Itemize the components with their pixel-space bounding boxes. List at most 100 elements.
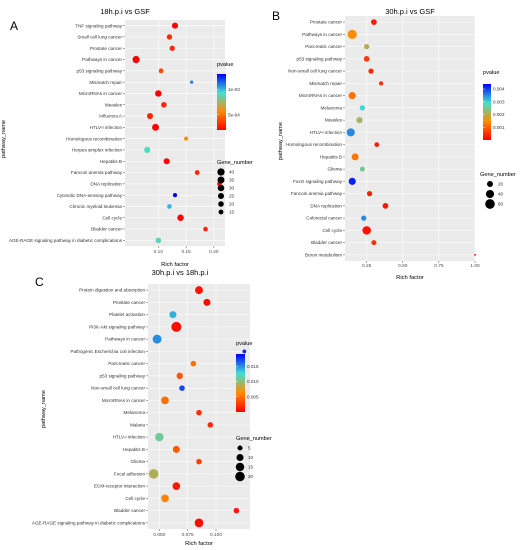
y-axis-label: pathway_name: [1, 120, 7, 158]
size-legend-label: 20: [248, 474, 254, 479]
x-tick-label: 0.10: [154, 249, 164, 255]
chart-title: 18h.p.i vs GSF: [100, 7, 150, 16]
y-tick-label: PI3K-Akt signaling pathway: [89, 324, 146, 329]
size-legend-dot: [485, 189, 495, 199]
data-point: [172, 482, 181, 490]
color-legend-label: 5e-04: [228, 112, 240, 117]
data-point: [351, 153, 359, 161]
y-tick-label: Hepatitis B: [123, 447, 145, 452]
color-legend-label: 0.004: [493, 87, 505, 92]
y-tick-label: Melanoma: [124, 410, 146, 415]
color-legend-label: 0.003: [493, 99, 505, 104]
y-axis-label: pathway_name: [41, 390, 47, 428]
data-point: [161, 494, 169, 503]
size-legend-title: Gene_number: [480, 172, 516, 178]
data-point: [155, 237, 162, 244]
size-legend-dot: [487, 181, 493, 187]
x-tick-label: 1.00: [470, 263, 480, 269]
y-tick-label: Non-small cell lung cancer: [91, 386, 145, 391]
data-point: [176, 372, 183, 380]
y-tick-label: Cell cycle: [125, 496, 145, 501]
y-tick-label: Prostate cancer: [310, 20, 343, 25]
y-tick-label: Protein digestion and absorption: [79, 288, 145, 293]
color-legend-title: pvalue: [236, 341, 252, 347]
size-legend-dot: [217, 176, 225, 184]
x-axis-label: Rich factor: [161, 262, 189, 268]
y-tick-label: AGE-RAGE signaling pathway in diabetic c…: [9, 238, 123, 243]
data-point: [363, 56, 370, 62]
size-legend-dot: [485, 199, 495, 209]
y-tick-label: Glioma: [130, 459, 145, 464]
data-point: [242, 349, 247, 354]
data-point: [348, 92, 356, 100]
y-tick-label: Cell cycle: [102, 215, 122, 220]
data-point: [347, 29, 357, 40]
chart-title: 30h.p.i vs 18h.p.i: [152, 268, 209, 277]
data-point: [207, 422, 214, 428]
y-tick-label: DNA replication: [310, 203, 342, 208]
y-tick-label: DNA replication: [90, 181, 122, 186]
chart-title: 30h.p.i vs GSF: [385, 7, 435, 16]
size-legend-title: Gene_number: [236, 436, 272, 442]
y-tick-label: MicroRNAs in cancer: [102, 398, 146, 403]
y-tick-label: Hepatitis B: [320, 154, 342, 159]
data-point: [364, 43, 370, 50]
size-legend-dot: [235, 471, 245, 482]
data-point: [163, 158, 170, 165]
data-point: [166, 34, 173, 40]
size-legend-dot: [237, 445, 243, 451]
y-tick-label: Homologous recombination: [66, 136, 122, 141]
data-point: [169, 45, 175, 51]
data-point: [169, 311, 177, 319]
y-tick-label: Glioma: [327, 167, 342, 172]
data-point: [172, 193, 178, 198]
y-tick-label: Measles: [105, 102, 123, 107]
y-tick-label: HTLV-I infection: [113, 435, 146, 440]
data-point: [148, 469, 159, 479]
size-legend-dot: [217, 184, 225, 192]
y-tick-label: Fanconi anemia pathway: [71, 170, 123, 175]
size-legend-label: 25: [229, 194, 235, 199]
y-axis-label: pathway_name: [278, 122, 284, 160]
size-legend-dot: [218, 201, 224, 207]
y-tick-label: Fanconi anemia pathway: [291, 191, 343, 196]
size-legend-dot: [236, 453, 244, 462]
x-tick-label: 0.50: [398, 263, 408, 269]
color-bar: [217, 74, 226, 130]
y-tick-label: AGE-RAGE signaling pathway in diabetic c…: [32, 520, 146, 525]
color-legend-label: 0.005: [247, 394, 259, 399]
y-tick-label: p53 signaling pathway: [77, 68, 123, 73]
y-tick-label: FoxO signaling pathway: [293, 179, 343, 184]
size-legend-label: 40: [229, 170, 235, 175]
y-tick-label: Platelet activation: [109, 312, 145, 317]
y-tick-label: Pancreatic cancer: [108, 361, 145, 366]
color-legend-title: pvalue: [217, 62, 233, 68]
panel-a: A 18h.p.i vs GSF 0.10 0.15 0.20 Rich factor pa…: [1, 7, 253, 268]
y-tick-label: Cytosolic DNA-sensing pathway: [57, 193, 123, 198]
data-point: [190, 360, 197, 367]
y-tick-label: Small cell lung cancer: [77, 35, 122, 40]
data-point: [371, 240, 377, 246]
color-legend-label: 0.001: [493, 125, 505, 130]
y-tick-label: MicroRNAs in cancer: [79, 91, 123, 96]
data-point: [348, 177, 356, 185]
size-legend-label: 15: [229, 210, 235, 215]
color-bar: [236, 354, 245, 412]
y-tick-label: Bladder cancer: [311, 240, 342, 245]
data-point: [167, 204, 172, 209]
y-tick-label: TNF signaling pathway: [75, 23, 122, 28]
size-legend-dot: [218, 209, 224, 215]
plot-area: [345, 16, 475, 261]
size-legend-label: 20: [229, 202, 235, 207]
y-tick-label: Malaria: [130, 422, 146, 427]
y-tick-label: HTLV-I infection: [90, 125, 123, 130]
data-point: [196, 458, 202, 465]
data-point: [203, 226, 208, 232]
data-point: [194, 518, 204, 528]
data-point: [161, 101, 167, 108]
data-point: [144, 146, 151, 153]
y-tick-label: Pathways in cancer: [82, 57, 122, 62]
size-legend-dot: [217, 168, 225, 176]
panel-letter: A: [10, 19, 18, 33]
data-point: [155, 90, 162, 97]
